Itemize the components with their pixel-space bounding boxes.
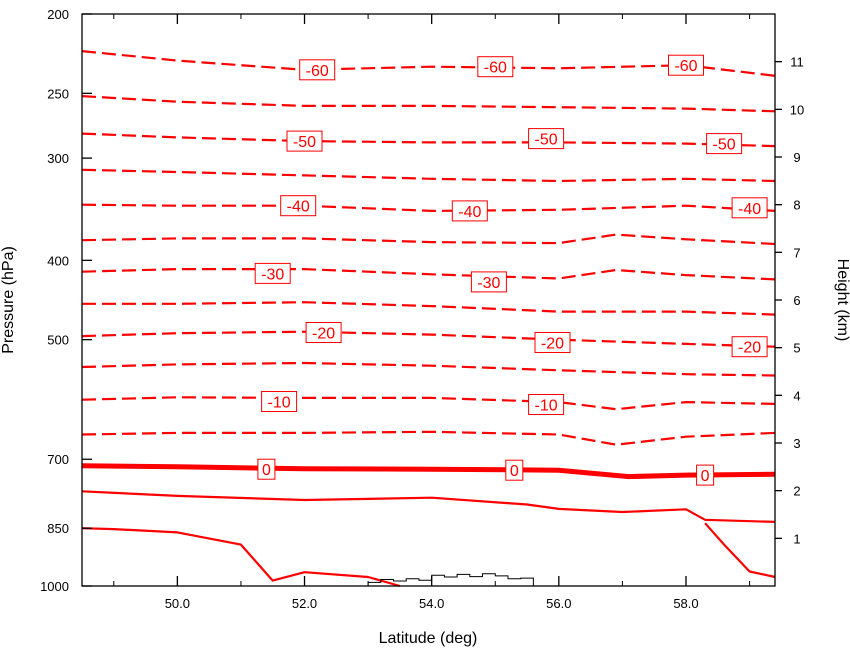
contour-line-2 bbox=[81, 132, 776, 148]
contour-label-box-6 bbox=[280, 195, 317, 217]
terrain-outline bbox=[367, 573, 534, 586]
contour-label-box-15 bbox=[528, 394, 565, 415]
y2-tick-label-2: 3 bbox=[793, 436, 800, 451]
y2-tick-label-1: 2 bbox=[793, 484, 800, 499]
contour-line-15 bbox=[704, 522, 776, 579]
terrain-line bbox=[367, 573, 534, 586]
y2-tick-label-3: 4 bbox=[793, 388, 800, 403]
contour-line-10 bbox=[81, 396, 776, 411]
contour-label-11: -20 bbox=[312, 326, 335, 343]
contour-lines bbox=[81, 50, 776, 588]
contour-line-11 bbox=[81, 430, 776, 446]
contour-line-9 bbox=[81, 361, 776, 377]
contour-label-14: -10 bbox=[268, 395, 291, 412]
y2-axis-title: Height (km) bbox=[834, 259, 850, 342]
y-tick-label-1: 850 bbox=[47, 521, 69, 536]
contour-line-14 bbox=[81, 527, 401, 588]
contour-label-box-17 bbox=[505, 459, 524, 481]
contour-label-15: -10 bbox=[535, 398, 558, 415]
contour-label-10: -30 bbox=[477, 275, 500, 292]
y-axis-title: Pressure (hPa) bbox=[0, 246, 17, 354]
contour-label-box-3 bbox=[286, 130, 323, 152]
contour-label-box-12 bbox=[534, 332, 571, 353]
contour-label-box-13 bbox=[731, 336, 768, 358]
contour-label-box-9 bbox=[254, 262, 291, 284]
contour-label-5: -50 bbox=[713, 137, 736, 154]
contour-label-box-11 bbox=[305, 322, 342, 343]
contour-line-1 bbox=[81, 95, 776, 113]
contour-label-box-16 bbox=[257, 458, 276, 480]
y2-tick-label-8: 9 bbox=[793, 150, 800, 165]
contour-line-5 bbox=[81, 233, 776, 246]
contour-label-box-4 bbox=[528, 128, 565, 150]
contour-label-box-2 bbox=[668, 54, 704, 76]
contour-label-12: -20 bbox=[541, 336, 564, 353]
contour-label-box-8 bbox=[731, 197, 768, 219]
contour-line-8 bbox=[81, 330, 776, 348]
x-axis: 50.0 52.0 54.0 56.0 58.0 bbox=[113, 14, 751, 611]
plot-frame bbox=[81, 13, 776, 587]
x-axis-title: Latitude (deg) bbox=[379, 630, 478, 647]
contour-labels: -60 -60 -60 -50 -50 -50 -40 -40 -40 -30 -30 -20 -20 -… bbox=[254, 54, 768, 486]
contour-label-1: -60 bbox=[484, 60, 507, 77]
x-tick-label-1: 52.0 bbox=[292, 596, 317, 611]
contour-line-6 bbox=[81, 268, 776, 281]
contour-label-2: -60 bbox=[674, 58, 697, 75]
y-tick-label-2: 700 bbox=[47, 452, 69, 467]
contour-label-3: -50 bbox=[293, 134, 316, 151]
y-tick-label-6: 250 bbox=[47, 86, 69, 101]
contour-label-box-10 bbox=[470, 271, 507, 293]
contour-label-7: -40 bbox=[458, 204, 481, 221]
y-tick-label-4: 400 bbox=[47, 253, 69, 268]
y2-tick-label-9: 10 bbox=[790, 102, 804, 117]
y2-tick-label-6: 7 bbox=[793, 245, 800, 260]
contour-line-12 bbox=[81, 463, 776, 480]
y2-tick-label-4: 5 bbox=[793, 341, 800, 356]
contour-label-18: 0 bbox=[701, 468, 710, 485]
contour-label-4: -50 bbox=[535, 132, 558, 149]
x-tick-label-2: 54.0 bbox=[419, 596, 444, 611]
contour-label-9: -30 bbox=[261, 266, 284, 283]
y2-tick-label-5: 6 bbox=[793, 293, 800, 308]
contour-line-3 bbox=[81, 168, 776, 183]
contour-label-box-0 bbox=[299, 59, 336, 81]
contour-label-box-5 bbox=[706, 133, 743, 155]
contour-label-16: 0 bbox=[262, 462, 271, 479]
contour-label-box-18 bbox=[696, 464, 715, 486]
y-tick-label-3: 500 bbox=[47, 333, 69, 348]
contour-line-4 bbox=[81, 203, 776, 212]
x-tick-label-0: 50.0 bbox=[165, 596, 190, 611]
contour-label-0: -60 bbox=[306, 63, 329, 80]
contour-line-13 bbox=[81, 490, 776, 523]
y2-tick-label-0: 1 bbox=[793, 531, 800, 546]
contour-label-17: 0 bbox=[510, 463, 519, 480]
contour-line-7 bbox=[82, 301, 776, 316]
contour-label-box-1 bbox=[477, 56, 514, 78]
y-tick-label-0: 1000 bbox=[40, 579, 69, 594]
x-tick-label-3: 56.0 bbox=[546, 596, 571, 611]
x-tick-label-4: 58.0 bbox=[673, 596, 698, 611]
contour-label-box-7 bbox=[451, 200, 488, 222]
y-axis-right: 1 2 3 4 5 6 7 8 9 10 11 bbox=[775, 55, 804, 546]
y-tick-label-5: 300 bbox=[47, 151, 69, 166]
contour-label-8: -40 bbox=[738, 201, 761, 218]
y-tick-label-7: 200 bbox=[47, 7, 69, 22]
y2-tick-label-10: 11 bbox=[790, 55, 804, 70]
contour-label-13: -20 bbox=[738, 340, 761, 357]
contour-label-6: -40 bbox=[287, 199, 310, 216]
y-axis-left: 1000 850 700 500 400 300 250 200 bbox=[40, 7, 92, 594]
contour-label-box-14 bbox=[261, 391, 298, 412]
y2-tick-label-7: 8 bbox=[793, 198, 800, 213]
